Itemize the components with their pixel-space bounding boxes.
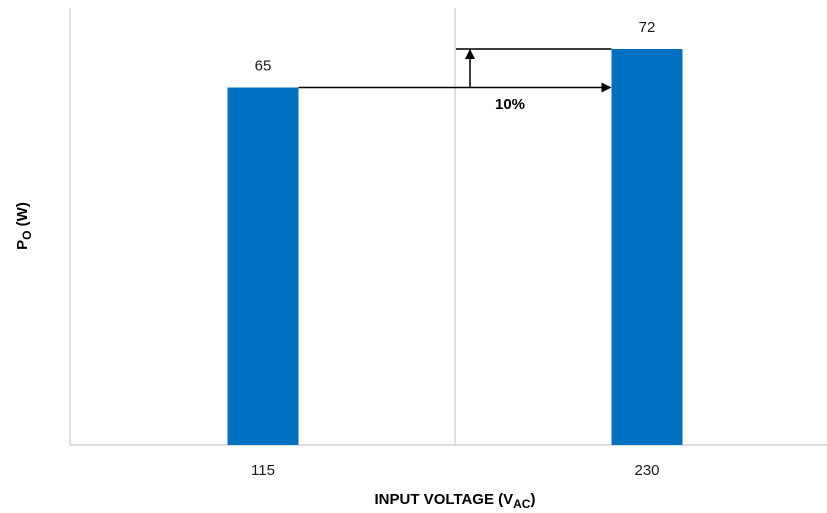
bars	[227, 49, 683, 445]
x-tick-labels: 115 230	[251, 462, 659, 479]
x-axis-title: INPUT VOLTAGE (VAC)	[375, 491, 536, 511]
plot-frame	[69, 8, 827, 446]
percent-increase-label: 10%	[495, 96, 525, 113]
x-axis-title-main: INPUT VOLTAGE (V	[375, 491, 514, 508]
data-label-230: 72	[639, 19, 656, 36]
x-axis-title-subscript: AC	[513, 497, 531, 511]
bar-230	[611, 49, 683, 445]
y-axis-title-main: P	[14, 240, 31, 250]
x-tick-label-230: 230	[634, 462, 659, 479]
increase-annotation: 10%	[298, 48, 612, 113]
y-axis-title-rest: (W)	[14, 202, 31, 230]
data-label-115: 65	[255, 58, 272, 75]
x-axis-title-close: )	[530, 491, 535, 508]
bar-115	[227, 87, 299, 445]
y-axis-title: PO (W)	[14, 202, 34, 250]
data-labels: 65 72	[255, 19, 656, 75]
x-tick-label-115: 115	[251, 462, 275, 479]
y-axis-title-subscript: O	[20, 230, 34, 239]
